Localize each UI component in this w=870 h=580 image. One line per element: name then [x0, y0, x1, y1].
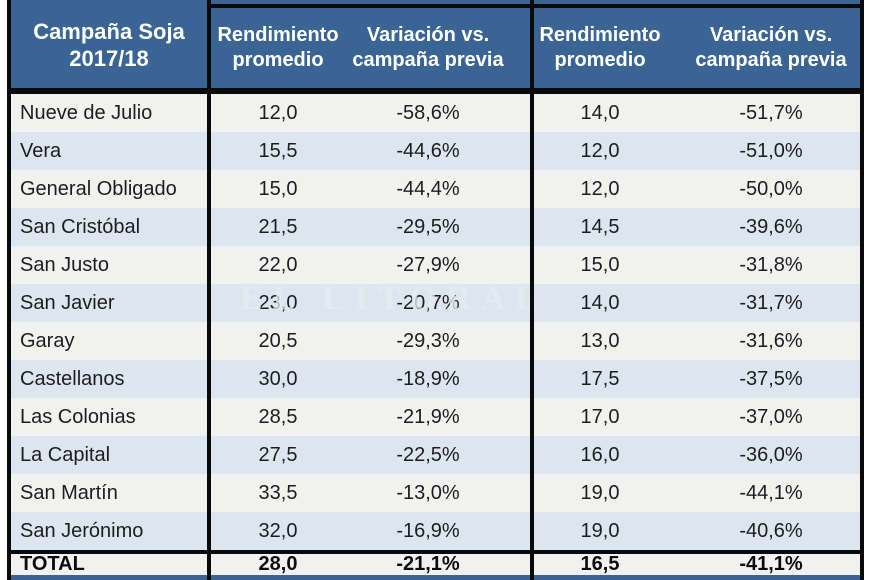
row-name: Las Colonias	[20, 406, 136, 428]
cell-rendimiento-1: 21,5	[258, 216, 298, 238]
cropped-bottom-row-strip	[7, 575, 864, 580]
cell-variacion-2: -31,7%	[739, 292, 803, 314]
row-name: San Cristóbal	[20, 216, 141, 238]
column-divider-border	[207, 0, 211, 580]
cell-rendimiento-1: 23,0	[258, 292, 298, 314]
cell-rendimiento-2: 13,0	[580, 330, 620, 352]
table-title-line2: 2017/18	[69, 46, 149, 71]
row-name: Garay	[20, 330, 75, 352]
cell-rendimiento-1: 12,0	[258, 102, 298, 124]
table-row: San Cristóbal 21,5 -29,5% 14,5 -39,6%	[11, 208, 860, 246]
cell-rendimiento-1: 30,0	[258, 368, 298, 390]
cell-rendimiento-2: 14,0	[580, 292, 620, 314]
group-divider-border	[530, 0, 534, 580]
cell-variacion-2: -31,6%	[739, 330, 803, 352]
table-row: Garay 20,5 -29,3% 13,0 -31,6%	[11, 322, 860, 360]
header-bottom-border	[7, 88, 864, 94]
cell-rendimiento-2: 16,0	[580, 444, 620, 466]
row-name: San Jerónimo	[20, 520, 144, 542]
cell-variacion-1: -27,9%	[396, 254, 460, 276]
row-name: San Javier	[20, 292, 115, 314]
column-group-header-1: Rendimiento promedio Variación vs. campa…	[211, 8, 530, 88]
cell-variacion-2: -36,0%	[739, 444, 803, 466]
col-header-rendimiento-2: Rendimiento promedio	[539, 24, 661, 71]
table-row: Las Colonias 28,5 -21,9% 17,0 -37,0%	[11, 398, 860, 436]
total-rendimiento-1: 28,0	[258, 554, 298, 575]
table-right-border	[860, 0, 864, 580]
row-name: San Justo	[20, 254, 109, 276]
cell-rendimiento-1: 15,5	[258, 140, 298, 162]
table-row: Castellanos 30,0 -18,9% 17,5 -37,5%	[11, 360, 860, 398]
cell-rendimiento-2: 12,0	[580, 140, 620, 162]
table-title-line1: Campaña Soja	[33, 19, 185, 44]
cell-variacion-2: -44,1%	[739, 482, 803, 504]
cell-variacion-2: -50,0%	[739, 178, 803, 200]
total-label: TOTAL	[20, 554, 85, 575]
cell-rendimiento-1: 28,5	[258, 406, 298, 428]
total-variacion-2: -41,1%	[739, 554, 803, 575]
cell-variacion-2: -37,0%	[739, 406, 803, 428]
table-row: Vera 15,5 -44,6% 12,0 -51,0%	[11, 132, 860, 170]
cell-variacion-2: -39,6%	[739, 216, 803, 238]
cell-variacion-1: -21,9%	[396, 406, 460, 428]
cell-variacion-2: -51,7%	[739, 102, 803, 124]
header-top-border	[211, 4, 530, 8]
cell-variacion-1: -13,0%	[396, 482, 460, 504]
cell-rendimiento-1: 27,5	[258, 444, 298, 466]
cell-rendimiento-2: 14,0	[580, 102, 620, 124]
cell-rendimiento-1: 32,0	[258, 520, 298, 542]
row-name: Nueve de Julio	[20, 102, 153, 124]
cell-rendimiento-1: 15,0	[258, 178, 298, 200]
total-rendimiento-2: 16,5	[580, 554, 620, 575]
cell-variacion-1: -22,5%	[396, 444, 460, 466]
table-row: San Martín 33,5 -13,0% 19,0 -44,1%	[11, 474, 860, 512]
cell-variacion-2: -37,5%	[739, 368, 803, 390]
cell-variacion-1: -18,9%	[396, 368, 460, 390]
table-row: San Javier 23,0 -20,7% 14,0 -31,7%	[11, 284, 860, 322]
cropped-top-row-strip	[534, 0, 860, 4]
cell-rendimiento-2: 17,5	[580, 368, 620, 390]
table-row: La Capital 27,5 -22,5% 16,0 -36,0%	[11, 436, 860, 474]
cell-rendimiento-2: 12,0	[580, 178, 620, 200]
total-top-border	[7, 550, 864, 554]
col-header-variacion-2: Variación vs. campaña previa	[695, 24, 847, 71]
table-row: San Jerónimo 32,0 -16,9% 19,0 -40,6%	[11, 512, 860, 550]
cell-rendimiento-2: 15,0	[580, 254, 620, 276]
table-title-cell: Campaña Soja 2017/18	[11, 0, 207, 88]
cropped-top-row-strip	[211, 0, 530, 4]
cell-variacion-1: -20,7%	[396, 292, 460, 314]
cell-rendimiento-2: 19,0	[580, 482, 620, 504]
table-row: General Obligado 15,0 -44,4% 12,0 -50,0%	[11, 170, 860, 208]
col-header-variacion-1: Variación vs. campaña previa	[352, 24, 504, 71]
cell-rendimiento-1: 20,5	[258, 330, 298, 352]
column-group-header-2: Rendimiento promedio Variación vs. campa…	[534, 8, 860, 88]
header-top-border	[534, 4, 860, 8]
cell-rendimiento-1: 22,0	[258, 254, 298, 276]
col-header-rendimiento-1: Rendimiento promedio	[217, 24, 339, 71]
cell-rendimiento-2: 17,0	[580, 406, 620, 428]
table-left-border	[7, 0, 11, 580]
cell-variacion-1: -44,6%	[396, 140, 460, 162]
cell-variacion-2: -51,0%	[739, 140, 803, 162]
cell-variacion-2: -40,6%	[739, 520, 803, 542]
cell-variacion-2: -31,8%	[739, 254, 803, 276]
row-name: General Obligado	[20, 178, 177, 200]
cell-rendimiento-2: 19,0	[580, 520, 620, 542]
row-name: San Martín	[20, 482, 118, 504]
row-name: Castellanos	[20, 368, 125, 390]
cell-variacion-1: -16,9%	[396, 520, 460, 542]
cell-variacion-1: -44,4%	[396, 178, 460, 200]
cell-rendimiento-2: 14,5	[580, 216, 620, 238]
row-name: La Capital	[20, 444, 111, 466]
cell-variacion-1: -29,5%	[396, 216, 460, 238]
cell-rendimiento-1: 33,5	[258, 482, 298, 504]
cell-variacion-1: -29,3%	[396, 330, 460, 352]
table-row: Nueve de Julio 12,0 -58,6% 14,0 -51,7%	[11, 94, 860, 132]
total-row: TOTAL 28,0 -21,1% 16,5 -41,1%	[11, 554, 860, 575]
table-row: San Justo 22,0 -27,9% 15,0 -31,8%	[11, 246, 860, 284]
total-variacion-1: -21,1%	[396, 554, 460, 575]
cell-variacion-1: -58,6%	[396, 102, 460, 124]
row-name: Vera	[20, 140, 62, 162]
